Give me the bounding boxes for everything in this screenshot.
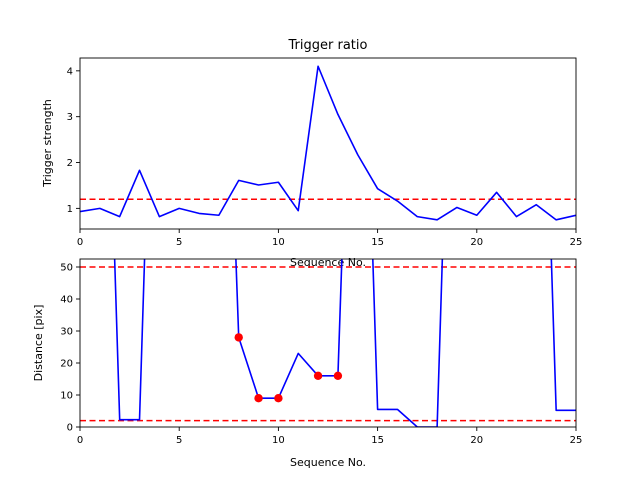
top-xtick-label: 0 [77,237,83,248]
bottom-marker-point [333,371,343,380]
bottom-chart-ylabel: Distance [pix] [32,305,45,382]
top-marks [80,65,576,221]
top-xtick-label: 5 [176,237,182,248]
bottom-xtick-label: 10 [272,435,285,446]
bottom-ytick-label: 40 [60,295,73,306]
top-ytick-label: 2 [67,158,73,169]
top-xtick-label: 10 [272,237,285,248]
bottom-xtick-label: 0 [77,435,83,446]
top-ytick-label: 4 [67,66,73,77]
top-xtick-label: 25 [570,237,583,248]
bottom-marks [80,259,576,427]
bottom-marker-point [274,394,283,403]
bottom-ytick-label: 10 [60,391,73,402]
top-plot-area: 0 5 10 15 20 25 1 2 3 4 [67,57,583,248]
bottom-marker-point [313,371,323,380]
bottom-marker-point [234,333,243,342]
bottom-series-line [113,259,576,427]
bottom-chart-xlabel: Sequence No. [290,456,366,469]
bottom-ytick-label: 20 [60,359,73,370]
top-series-line [80,65,576,221]
bottom-chart: 0 5 10 15 20 25 0 10 20 30 40 50 Sequence No. Dista… [32,258,583,469]
bottom-xtick-label: 5 [176,435,182,446]
bottom-plot-area: 0 5 10 15 20 25 0 10 20 30 40 50 [60,258,583,446]
bottom-xtick-label: 25 [570,435,583,446]
bottom-marker-point [254,394,263,403]
top-axes-frame [79,57,577,230]
bottom-xtick-label: 20 [470,435,483,446]
top-chart-title: Trigger ratio [288,38,368,53]
bottom-ytick-label: 0 [67,423,73,434]
top-xtick-label: 15 [371,237,384,248]
bottom-xtick-label: 15 [371,435,384,446]
top-xtick-label: 20 [470,237,483,248]
top-ytick-label: 1 [67,204,73,215]
bottom-axes-frame [79,258,577,428]
top-ytick-label: 3 [67,112,73,123]
top-chart-ylabel: Trigger strength [41,99,54,188]
bottom-ytick-label: 30 [60,327,73,338]
bottom-ytick-label: 50 [60,263,73,274]
